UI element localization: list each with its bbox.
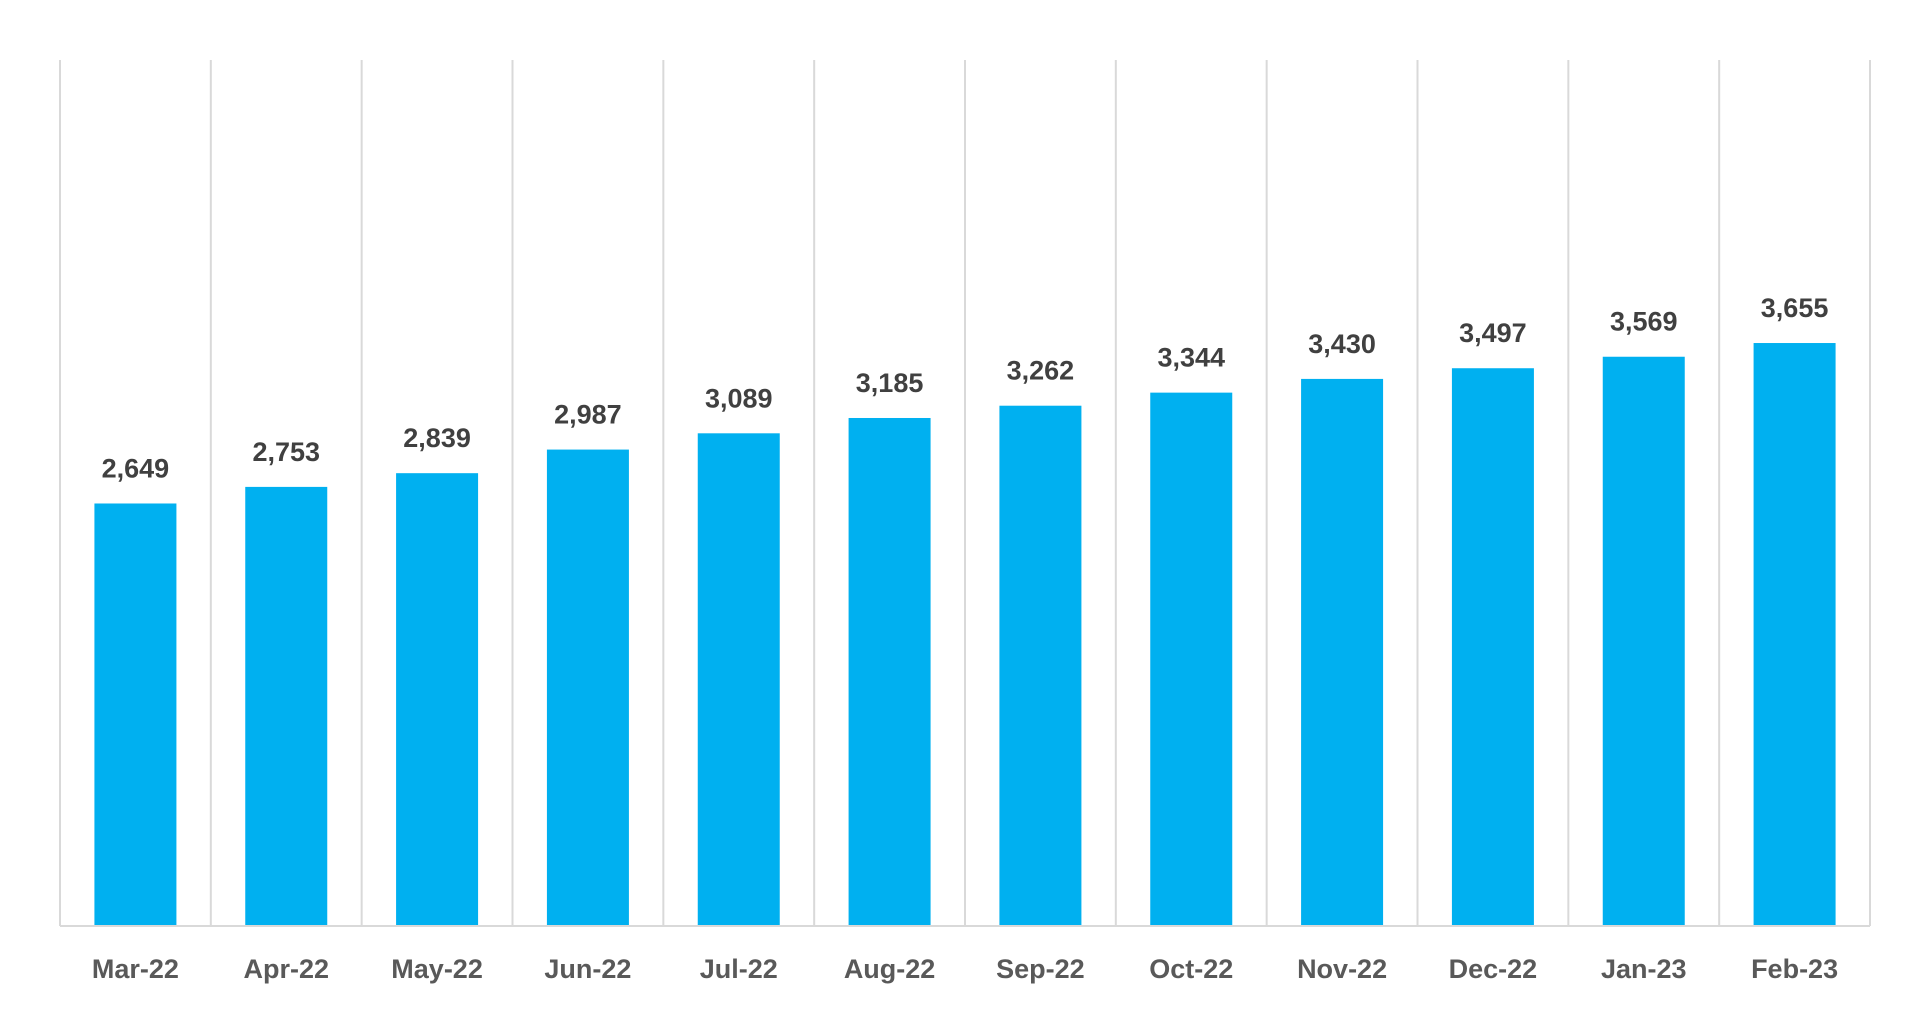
data-label-mar-22: 2,649 [102, 453, 170, 483]
bar-oct-22 [1150, 392, 1233, 927]
bar-aug-22 [848, 417, 931, 926]
data-label-may-22: 2,839 [403, 423, 471, 453]
data-labels: 2,649 2,753 2,839 2,987 3,089 3,185 3,262 3,344… [102, 293, 1829, 483]
data-label-sep-22: 3,262 [1007, 356, 1075, 386]
x-tick-label-jul-22: Jul-22 [700, 954, 778, 984]
x-tick-label-aug-22: Aug-22 [844, 954, 936, 984]
bar-mar-22 [94, 503, 177, 926]
bars [94, 343, 1836, 927]
bar-nov-22 [1301, 378, 1384, 926]
bar-jan-23 [1602, 356, 1685, 926]
x-tick-label-apr-22: Apr-22 [243, 954, 329, 984]
x-tick-label-sep-22: Sep-22 [996, 954, 1085, 984]
data-label-nov-22: 3,430 [1308, 329, 1376, 359]
data-label-aug-22: 3,185 [856, 368, 924, 398]
x-tick-label-nov-22: Nov-22 [1297, 954, 1387, 984]
gridlines [59, 60, 1871, 926]
x-tick-label-may-22: May-22 [391, 954, 483, 984]
bar-may-22 [396, 473, 479, 926]
bar-jun-22 [546, 449, 629, 926]
x-tick-label-oct-22: Oct-22 [1149, 954, 1233, 984]
data-label-jan-23: 3,569 [1610, 307, 1678, 337]
x-tick-label-mar-22: Mar-22 [92, 954, 179, 984]
x-tick-label-jan-23: Jan-23 [1601, 954, 1687, 984]
data-label-jul-22: 3,089 [705, 383, 773, 413]
data-label-apr-22: 2,753 [252, 437, 320, 467]
x-tick-label-jun-22: Jun-22 [544, 954, 631, 984]
bar-sep-22 [999, 405, 1082, 926]
data-label-oct-22: 3,344 [1157, 343, 1225, 373]
x-axis-tick-labels: Mar-22 Apr-22 May-22 Jun-22 Jul-22 Aug-22 Sep-… [92, 954, 1838, 984]
bar-dec-22 [1451, 368, 1534, 926]
bar-jul-22 [697, 433, 780, 926]
x-tick-label-dec-22: Dec-22 [1449, 954, 1538, 984]
data-label-feb-23: 3,655 [1761, 293, 1829, 323]
bar-apr-22 [245, 486, 328, 926]
x-tick-label-feb-23: Feb-23 [1751, 954, 1838, 984]
data-label-dec-22: 3,497 [1459, 318, 1527, 348]
data-label-jun-22: 2,987 [554, 400, 622, 430]
bar-feb-23 [1753, 343, 1836, 927]
